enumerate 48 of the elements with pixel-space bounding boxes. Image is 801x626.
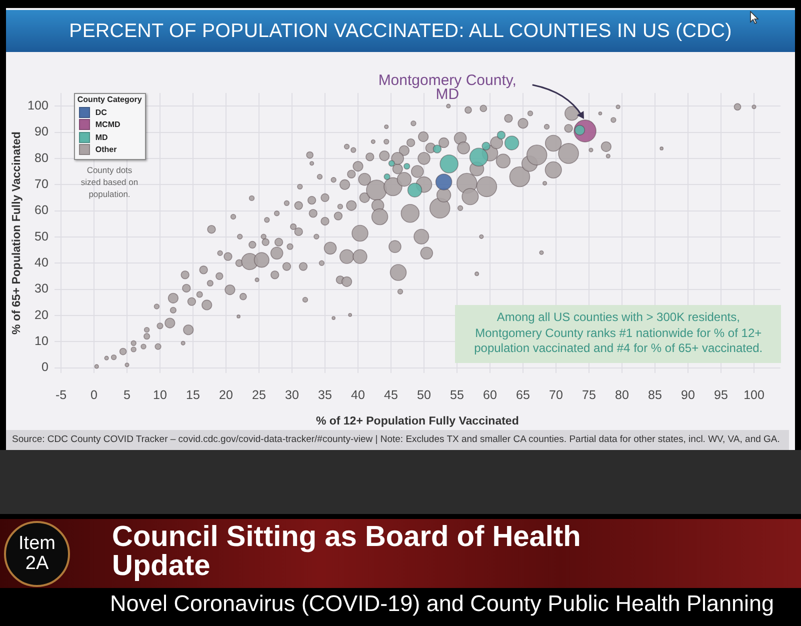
y-tick-label: 80: [34, 150, 48, 165]
x-tick-label: 5: [124, 388, 131, 402]
x-tick-label: 75: [582, 388, 596, 402]
legend-label: DC: [95, 108, 107, 117]
x-tick-label: 50: [417, 388, 431, 402]
annotation: Montgomery County, MD: [377, 72, 518, 103]
x-tick-label: 70: [549, 388, 563, 402]
legend-title: County Category: [77, 95, 142, 104]
x-tick-label: 30: [285, 388, 299, 402]
x-tick-label: 40: [351, 388, 365, 402]
chart-title: PERCENT OF POPULATION VACCINATED: ALL COUNTIES IN US (CDC): [69, 20, 732, 42]
x-tick-label: 45: [384, 388, 398, 402]
x-tick-label: 10: [153, 388, 167, 402]
y-tick-label: 40: [34, 256, 48, 270]
source-note: Source: CDC County COVID Tracker – covid.cdc.gov/covid-data-tracker/#county-view | Note: Excludes TX and smaller CA counties. Partial data for other states, incl. WV, VA, and GA.: [6, 430, 789, 450]
x-axis-title: % of 12+ Population Fully Vaccinated: [316, 415, 519, 428]
annotation: County dots sized based on population.: [80, 164, 140, 200]
x-tick-label: 55: [450, 388, 464, 402]
x-tick-label: 0: [90, 388, 98, 402]
x-tick-label: 80: [615, 388, 629, 402]
y-tick-label: 70: [34, 177, 48, 192]
y-axis-title: % of 65+ Population Fully Vaccinated: [11, 132, 24, 334]
y-tick-label: 20: [34, 308, 48, 322]
x-tick-label: 35: [318, 388, 332, 402]
x-tick-label: 95: [714, 388, 728, 402]
legend-label: MD: [95, 132, 108, 142]
y-tick-label: 10: [34, 334, 48, 348]
x-tick-label: 65: [516, 388, 530, 402]
x-tick-label: 90: [681, 388, 695, 402]
x-tick-label: 15: [186, 388, 200, 402]
x-tick-label: 100: [744, 388, 764, 402]
x-tick-label: 25: [252, 388, 266, 402]
legend-label: MCMD: [95, 120, 120, 130]
y-tick-label: 30: [34, 282, 48, 296]
x-tick-label: 85: [648, 388, 662, 402]
text: Novel Coronavirus (COVID-19) and County Public Health Planning: [110, 591, 776, 617]
y-tick-label: 100: [28, 98, 48, 113]
y-tick-label: 0: [41, 360, 48, 374]
text: Council Sitting as Board of Health Update: [112, 521, 582, 582]
y-tick-label: 60: [34, 203, 48, 218]
x-tick-label: 60: [483, 388, 497, 402]
annotation: Among all US counties with > 300K residents, Montgomery County ranks #1 nationwide for % of 12+ population vaccinated and #4 for % of 65+ vaccinated.: [455, 305, 782, 362]
x-tick-label: 20: [219, 388, 233, 402]
y-tick-label: 90: [34, 124, 48, 139]
text: Item 2A: [18, 533, 56, 574]
x-tick-label: -5: [55, 388, 67, 402]
legend-label: Other: [95, 145, 117, 154]
y-tick-label: 50: [34, 229, 48, 244]
